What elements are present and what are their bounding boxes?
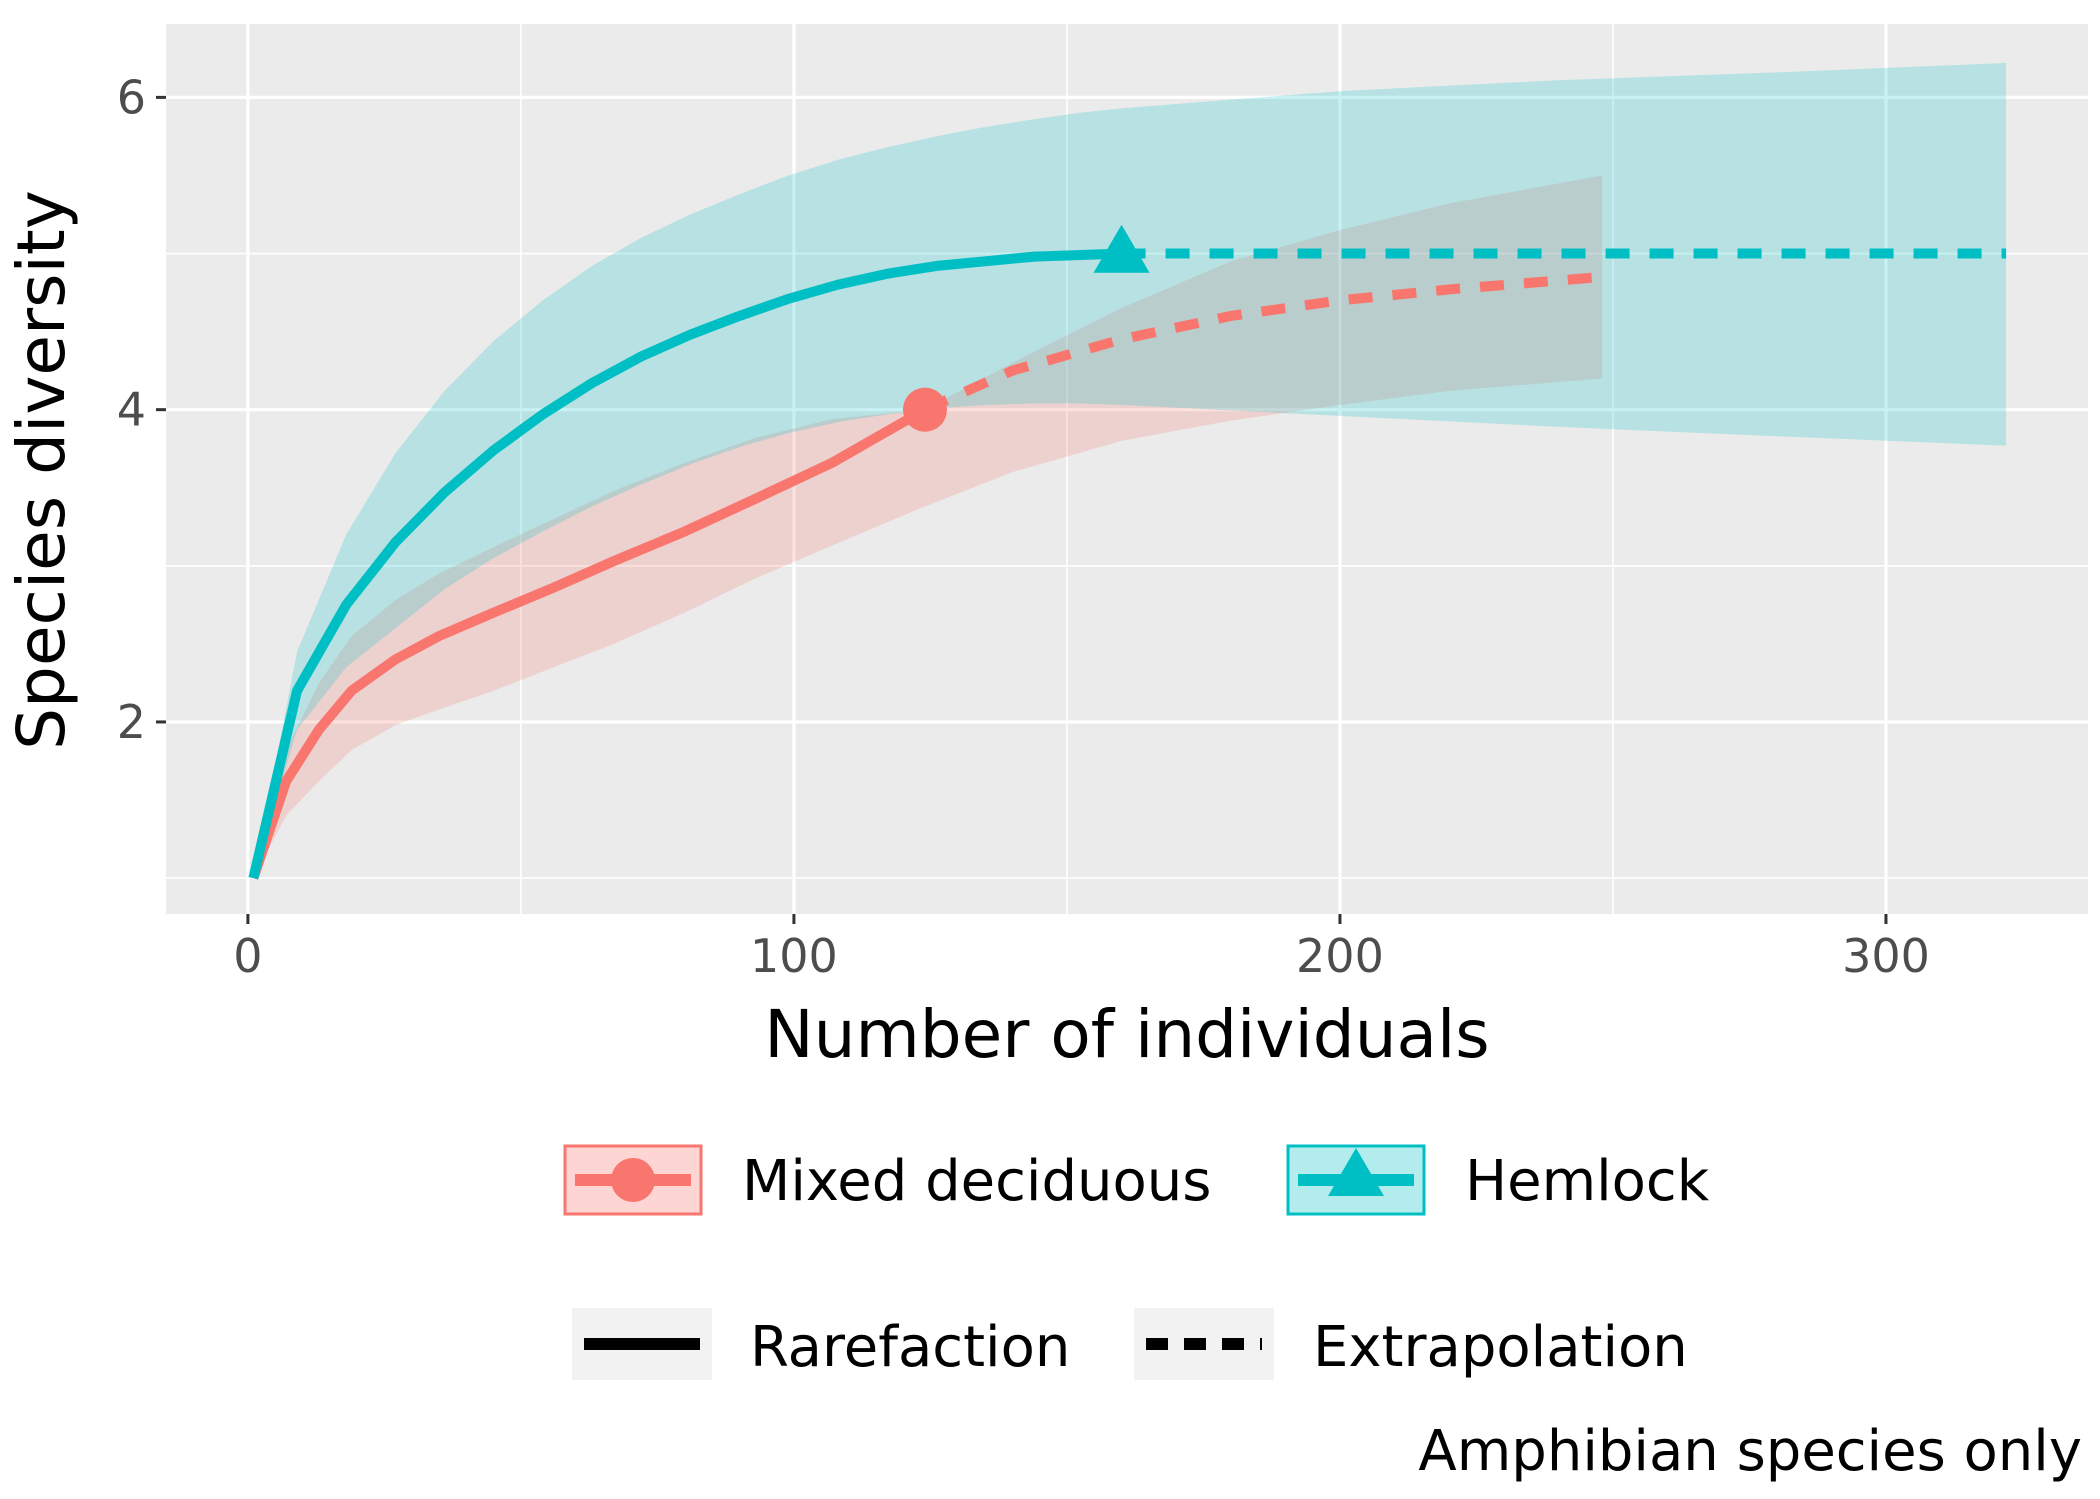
legend-label-extrapolation: Extrapolation <box>1313 1315 1688 1380</box>
legend-key-mixed-deciduous-circle <box>611 1158 655 1202</box>
observed-point-hemlock <box>1093 224 1150 273</box>
legend-linetype: Rarefaction Extrapolation <box>572 1308 1688 1380</box>
x-tick-label: 100 <box>750 929 838 983</box>
line-rarefaction-hemlock <box>248 248 1122 880</box>
x-axis: 0 100 200 300 <box>233 914 1930 983</box>
ribbon-hemlock <box>253 63 2007 879</box>
plot-panel <box>166 24 2088 914</box>
y-tick-label: 2 <box>117 695 146 749</box>
legend-label-mixed-deciduous: Mixed deciduous <box>742 1149 1211 1214</box>
y-axis-title: Species diversity <box>3 190 80 750</box>
legend-label-hemlock: Hemlock <box>1465 1149 1710 1214</box>
y-axis: 2 4 6 <box>117 70 166 749</box>
line-extrapolation-mixed-deciduous <box>922 271 1603 415</box>
observed-point-mixed-deciduous <box>902 387 947 432</box>
y-tick-label: 4 <box>117 383 146 437</box>
legend-key-hemlock-triangle <box>1328 1148 1384 1196</box>
legend-key-mixed-deciduous <box>563 1144 703 1216</box>
confidence-ribbons <box>253 63 2007 879</box>
x-axis-title: Number of individuals <box>764 996 1489 1073</box>
caption: Amphibian species only <box>1418 1419 2082 1484</box>
x-tick-label: 0 <box>233 929 262 983</box>
line-rarefaction-mixed-deciduous <box>248 405 928 880</box>
ribbon-mixed-deciduous <box>253 175 1603 879</box>
observed-points <box>902 224 1150 432</box>
y-tick-label: 6 <box>117 70 146 124</box>
x-tick-label: 300 <box>1842 929 1930 983</box>
legend-series: Mixed deciduous Hemlock <box>563 1144 1710 1216</box>
legend-key-hemlock <box>1286 1144 1426 1216</box>
grid-major <box>166 24 2088 914</box>
legend-label-rarefaction: Rarefaction <box>750 1315 1070 1380</box>
series-lines <box>248 248 2007 880</box>
x-tick-label: 200 <box>1296 929 1384 983</box>
